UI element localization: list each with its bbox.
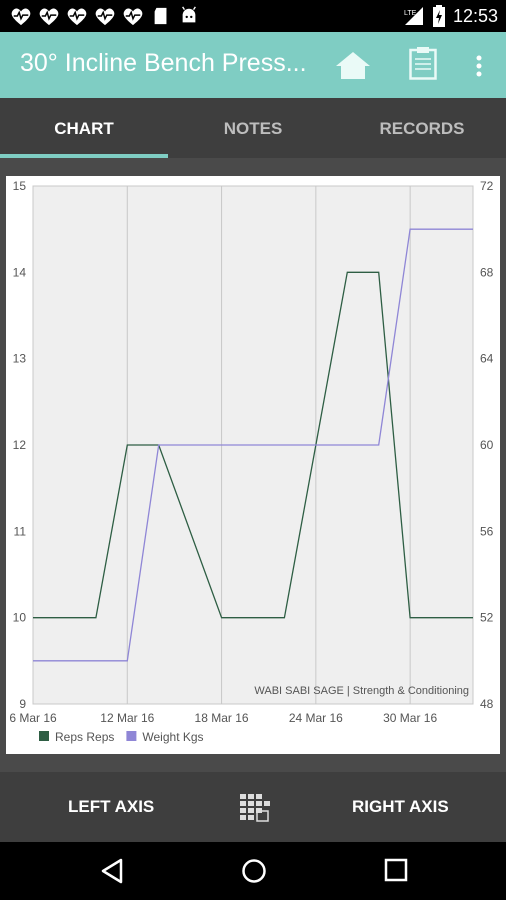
android-icon <box>182 6 196 23</box>
left-axis-tick-label: 10 <box>13 611 27 625</box>
battery-charging-icon <box>432 5 445 27</box>
right-axis-tick-label: 64 <box>480 352 494 366</box>
series-line-reps-reps <box>33 271 473 619</box>
notification-icons <box>10 6 200 26</box>
left-axis-tick-label: 12 <box>13 438 27 452</box>
svg-text:LTE: LTE <box>404 10 417 17</box>
system-nav-bar <box>0 842 506 900</box>
right-axis-tick-label: 52 <box>480 611 494 625</box>
left-axis-button[interactable]: LEFT AXIS <box>68 797 155 816</box>
x-tick-label: 6 Mar 16 <box>9 711 57 725</box>
heart-pulse-icon <box>39 8 59 26</box>
heart-pulse-icon <box>67 8 87 26</box>
home-icon[interactable] <box>334 50 372 80</box>
right-axis-tick-label: 56 <box>480 524 494 538</box>
tab-bar: CHART NOTES RECORDS <box>0 98 506 158</box>
tab-records[interactable]: RECORDS <box>379 119 465 138</box>
active-tab-indicator <box>0 154 168 158</box>
clipboard-icon[interactable] <box>409 46 437 80</box>
app-bar: 30° Incline Bench Press... <box>0 32 506 98</box>
plot-border <box>32 185 474 705</box>
series-line-weight-kgs <box>33 228 473 662</box>
right-axis-tick-label: 60 <box>480 438 494 452</box>
status-bar: LTE 12:53 <box>0 0 506 32</box>
clock-time: 12:53 <box>452 5 498 26</box>
x-tick-label: 12 Mar 16 <box>100 711 154 725</box>
home-nav-icon[interactable] <box>241 858 267 884</box>
progress-chart[interactable]: 6 Mar 16 12 Mar 16 18 Mar 16 24 Mar 16 30 Ma… <box>6 176 500 754</box>
bottom-action-bar: LEFT AXIS RIGHT AXIS <box>0 772 506 842</box>
legend-swatch <box>126 731 137 741</box>
tab-notes[interactable]: NOTES <box>223 119 283 138</box>
left-axis-tick-label: 15 <box>13 179 27 193</box>
heart-pulse-icon <box>11 8 31 26</box>
calendar-grid-icon[interactable] <box>240 794 270 822</box>
overflow-menu-icon[interactable] <box>474 54 484 78</box>
right-axis-tick-label: 68 <box>480 265 494 279</box>
lte-signal-icon: LTE <box>404 7 423 25</box>
left-axis-tick-label: 9 <box>19 697 26 711</box>
back-icon[interactable] <box>100 858 124 884</box>
right-axis-tick-label: 72 <box>480 179 494 193</box>
heart-pulse-icon <box>95 8 115 26</box>
right-axis-button[interactable]: RIGHT AXIS <box>352 797 449 816</box>
left-axis-tick-label: 11 <box>14 524 27 538</box>
tab-chart[interactable]: CHART <box>54 119 114 138</box>
recents-icon[interactable] <box>384 858 408 882</box>
x-tick-label: 24 Mar 16 <box>289 711 343 725</box>
x-tick-label: 30 Mar 16 <box>383 711 437 725</box>
heart-pulse-icon <box>123 8 143 26</box>
legend-swatch <box>39 731 49 741</box>
left-axis-tick-label: 13 <box>13 352 27 366</box>
exercise-title: 30° Incline Bench Press... <box>20 49 307 77</box>
right-axis-tick-label: 48 <box>480 697 494 711</box>
x-tick-label: 18 Mar 16 <box>195 711 249 725</box>
chart-card: 6 Mar 16 12 Mar 16 18 Mar 16 24 Mar 16 30 Ma… <box>6 176 500 754</box>
legend-label: Reps Reps <box>55 730 114 744</box>
legend-label: Weight Kgs <box>142 730 203 744</box>
sd-card-icon <box>154 7 167 25</box>
left-axis-tick-label: 14 <box>13 265 27 279</box>
chart-watermark: WABI SABI SAGE | Strength & Conditioning <box>254 685 469 697</box>
